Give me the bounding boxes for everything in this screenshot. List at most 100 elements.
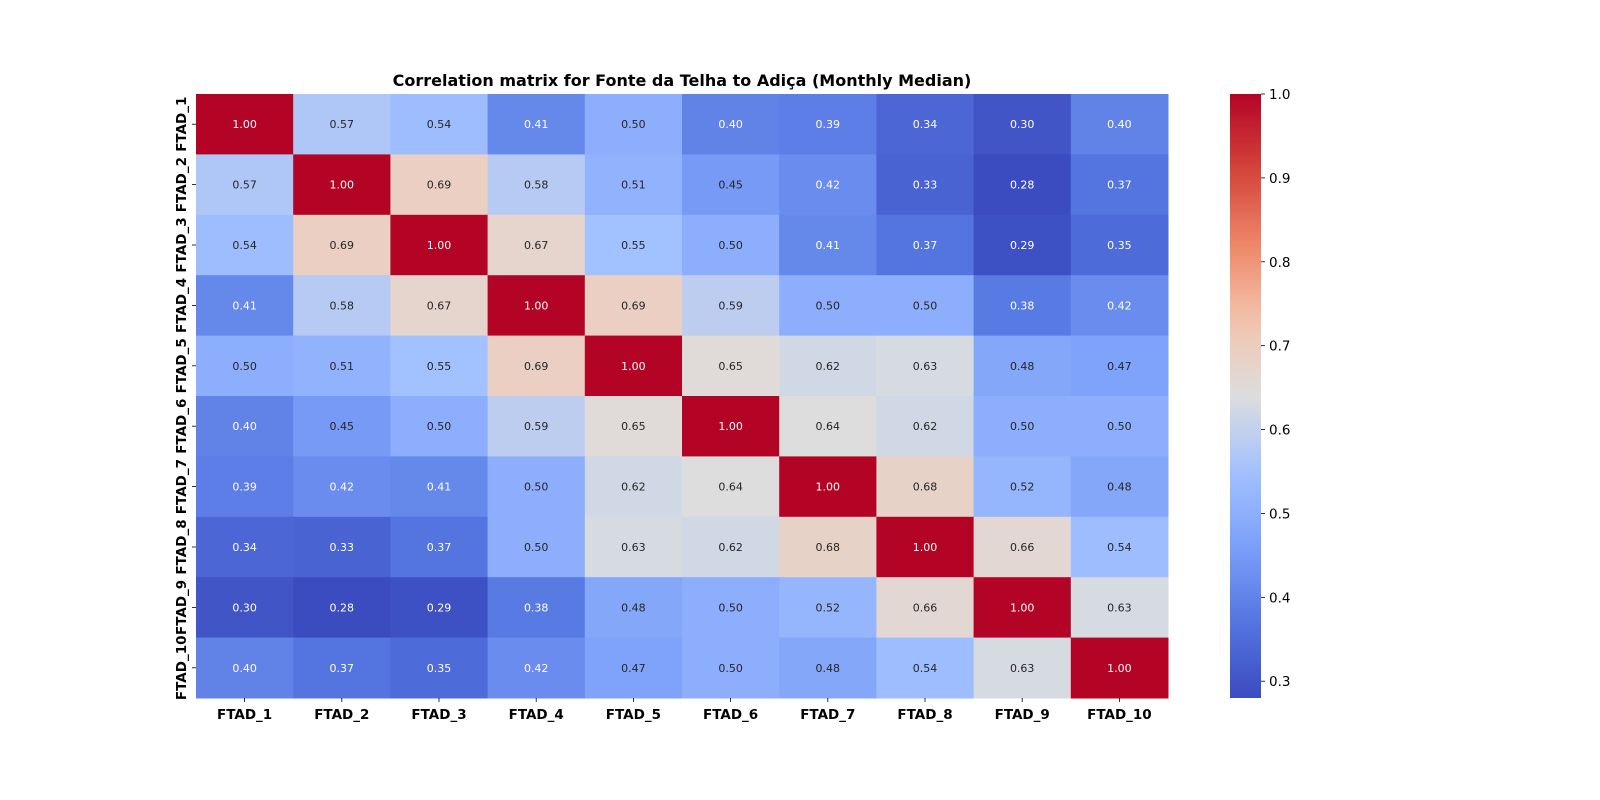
heatmap-cell xyxy=(973,637,1072,699)
cell-value-label: 0.54 xyxy=(1107,541,1132,554)
cell-value-label: 1.00 xyxy=(1107,662,1132,675)
cell-value-label: 0.37 xyxy=(330,662,355,675)
cell-value-label: 0.48 xyxy=(1107,481,1132,494)
colorbar-tick-label: 0.3 xyxy=(1269,674,1290,690)
cell-value-label: 0.47 xyxy=(1107,360,1132,373)
heatmap-cell xyxy=(487,577,586,639)
heatmap-cell xyxy=(973,335,1072,397)
heatmap-cell xyxy=(487,154,586,216)
heatmap-cell xyxy=(779,154,877,216)
heatmap-cell xyxy=(1070,637,1169,699)
y-tick-label: FTAD_7 xyxy=(174,459,190,514)
heatmap-cell xyxy=(390,335,489,397)
x-tick-label: FTAD_1 xyxy=(217,707,272,723)
cell-value-label: 0.48 xyxy=(1010,360,1035,373)
heatmap-cell xyxy=(876,516,975,578)
cell-value-label: 0.51 xyxy=(621,179,646,192)
x-tick-label: FTAD_3 xyxy=(411,707,466,723)
heatmap-cell xyxy=(779,577,877,639)
cell-value-label: 0.50 xyxy=(524,481,549,494)
heatmap-cell xyxy=(390,516,489,578)
heatmap-cell xyxy=(876,214,975,276)
heatmap-cell xyxy=(1070,154,1169,216)
heatmap-cell xyxy=(487,637,586,699)
heatmap-cell xyxy=(293,154,391,216)
heatmap-cell xyxy=(779,335,877,397)
heatmap-cell xyxy=(682,577,780,639)
heatmap-cell xyxy=(1070,275,1169,337)
heatmap-cell xyxy=(584,94,683,155)
x-tick-label: FTAD_6 xyxy=(703,707,758,723)
heatmap-cell xyxy=(973,577,1072,639)
heatmap-cell xyxy=(390,577,489,639)
cell-value-label: 0.50 xyxy=(232,360,257,373)
cell-value-label: 0.62 xyxy=(718,541,743,554)
cell-value-label: 0.39 xyxy=(232,481,257,494)
x-tick-label: FTAD_4 xyxy=(509,707,564,723)
cell-value-label: 0.65 xyxy=(621,420,646,433)
cell-value-label: 0.57 xyxy=(232,179,257,192)
heatmap-cell xyxy=(876,335,975,397)
heatmap-cell xyxy=(779,214,877,276)
y-tick-label: FTAD_1 xyxy=(174,97,190,152)
cell-value-label: 0.42 xyxy=(1107,299,1132,312)
cell-value-label: 1.00 xyxy=(427,239,452,252)
cell-value-label: 1.00 xyxy=(913,541,938,554)
heatmap-cell xyxy=(682,335,780,397)
heatmap-cell xyxy=(390,214,489,276)
heatmap-cell xyxy=(293,335,391,397)
heatmap-cell xyxy=(876,94,975,155)
heatmap-cell xyxy=(293,275,391,337)
cell-value-label: 0.58 xyxy=(524,179,549,192)
cell-value-label: 0.28 xyxy=(330,601,355,614)
cell-value-label: 0.62 xyxy=(913,420,938,433)
heatmap-cell xyxy=(487,94,586,155)
cell-value-label: 0.48 xyxy=(621,601,646,614)
cell-value-label: 0.68 xyxy=(816,541,841,554)
cell-value-label: 1.00 xyxy=(718,420,743,433)
heatmap-cell xyxy=(196,456,294,518)
y-tick-label: FTAD_4 xyxy=(174,278,190,333)
x-tick-label: FTAD_8 xyxy=(897,707,952,723)
colorbar: 0.3 0.4 0.5 0.6 0.7 0.8 0.9 1.0 xyxy=(1230,87,1290,698)
heatmap-cell xyxy=(584,154,683,216)
cell-value-label: 0.64 xyxy=(816,420,841,433)
x-tick-label: FTAD_7 xyxy=(800,707,855,723)
cell-value-label: 0.41 xyxy=(816,239,841,252)
heatmap-cell xyxy=(1070,396,1169,457)
cell-value-label: 0.55 xyxy=(427,360,452,373)
cell-value-label: 0.40 xyxy=(232,662,257,675)
cell-value-label: 0.34 xyxy=(232,541,257,554)
cell-value-label: 0.45 xyxy=(330,420,355,433)
heatmap-cell xyxy=(584,214,683,276)
x-axis-ticks: FTAD_1 FTAD_2 FTAD_3 FTAD_4 FTAD_5 FTAD_6 FTAD… xyxy=(217,698,1152,723)
cell-value-label: 0.69 xyxy=(621,299,646,312)
heatmap-cell xyxy=(584,335,683,397)
heatmap-cell xyxy=(682,456,780,518)
heatmap-cell xyxy=(876,396,975,457)
heatmap-cell xyxy=(876,154,975,216)
cell-value-label: 0.66 xyxy=(1010,541,1035,554)
heatmap-cell xyxy=(682,396,780,457)
cell-value-label: 0.42 xyxy=(816,179,841,192)
heatmap-cell xyxy=(390,456,489,518)
heatmap-cell xyxy=(487,214,586,276)
cell-value-label: 0.62 xyxy=(816,360,841,373)
cell-value-label: 0.47 xyxy=(621,662,646,675)
heatmap-cell xyxy=(1070,214,1169,276)
cell-value-label: 0.57 xyxy=(330,118,355,131)
cell-value-label: 0.69 xyxy=(427,179,452,192)
cell-value-label: 0.50 xyxy=(1010,420,1035,433)
heatmap-cell xyxy=(973,214,1072,276)
heatmap-cell xyxy=(1070,456,1169,518)
cell-value-label: 0.68 xyxy=(913,481,938,494)
cell-value-label: 0.67 xyxy=(427,299,452,312)
cell-value-label: 0.67 xyxy=(524,239,549,252)
heatmap-cell xyxy=(973,516,1072,578)
heatmap-cell xyxy=(390,275,489,337)
y-tick-label: FTAD_6 xyxy=(174,399,190,454)
heatmap-cell xyxy=(779,456,877,518)
cell-value-label: 0.50 xyxy=(1107,420,1132,433)
cell-value-label: 0.42 xyxy=(330,481,355,494)
y-tick-label: FTAD_9 xyxy=(174,580,190,635)
